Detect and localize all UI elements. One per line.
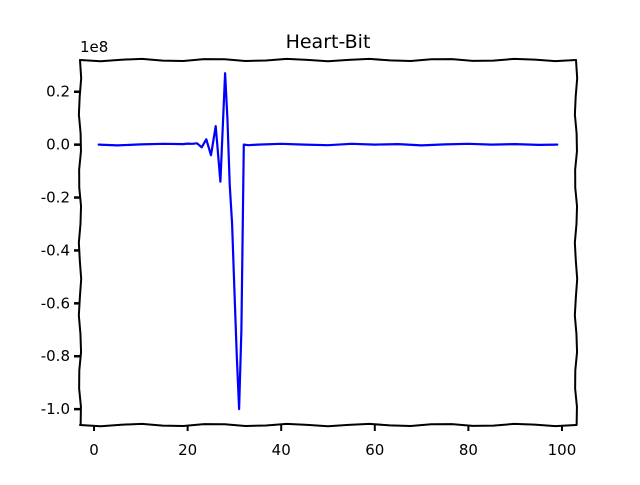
y-tick-label: -0.4 [41, 241, 70, 259]
series-layer [97, 72, 559, 411]
x-tick-label: 60 [365, 441, 384, 459]
y-tick-label: -0.6 [41, 294, 70, 312]
y-tick-label: -0.8 [41, 347, 70, 365]
x-tick-label: 20 [178, 441, 197, 459]
series-line [97, 72, 559, 411]
y-tick-label: 0.0 [46, 136, 70, 154]
axis-frame-left [77, 59, 83, 426]
axis-frame-bottom [79, 422, 577, 428]
x-tick-label: 80 [459, 441, 478, 459]
axis-frame-top [79, 57, 577, 63]
x-tick-label: 100 [548, 441, 577, 459]
axis-frame-right [573, 59, 579, 426]
y-tick-label: -1.0 [41, 400, 70, 418]
x-tick-label: 0 [89, 441, 99, 459]
chart-title: Heart-Bit [286, 31, 371, 53]
y-tick-label: 0.2 [46, 83, 70, 101]
y-axis-multiplier: 1e8 [80, 38, 108, 56]
axis-ticks: 0 20 40 60 80 100 0.2 0.0 -0.2 -0.4 -0.6 -0.8 -1.0 [41, 83, 577, 459]
axes [77, 57, 579, 428]
x-tick-label: 40 [272, 441, 291, 459]
y-tick-label: -0.2 [41, 189, 70, 207]
